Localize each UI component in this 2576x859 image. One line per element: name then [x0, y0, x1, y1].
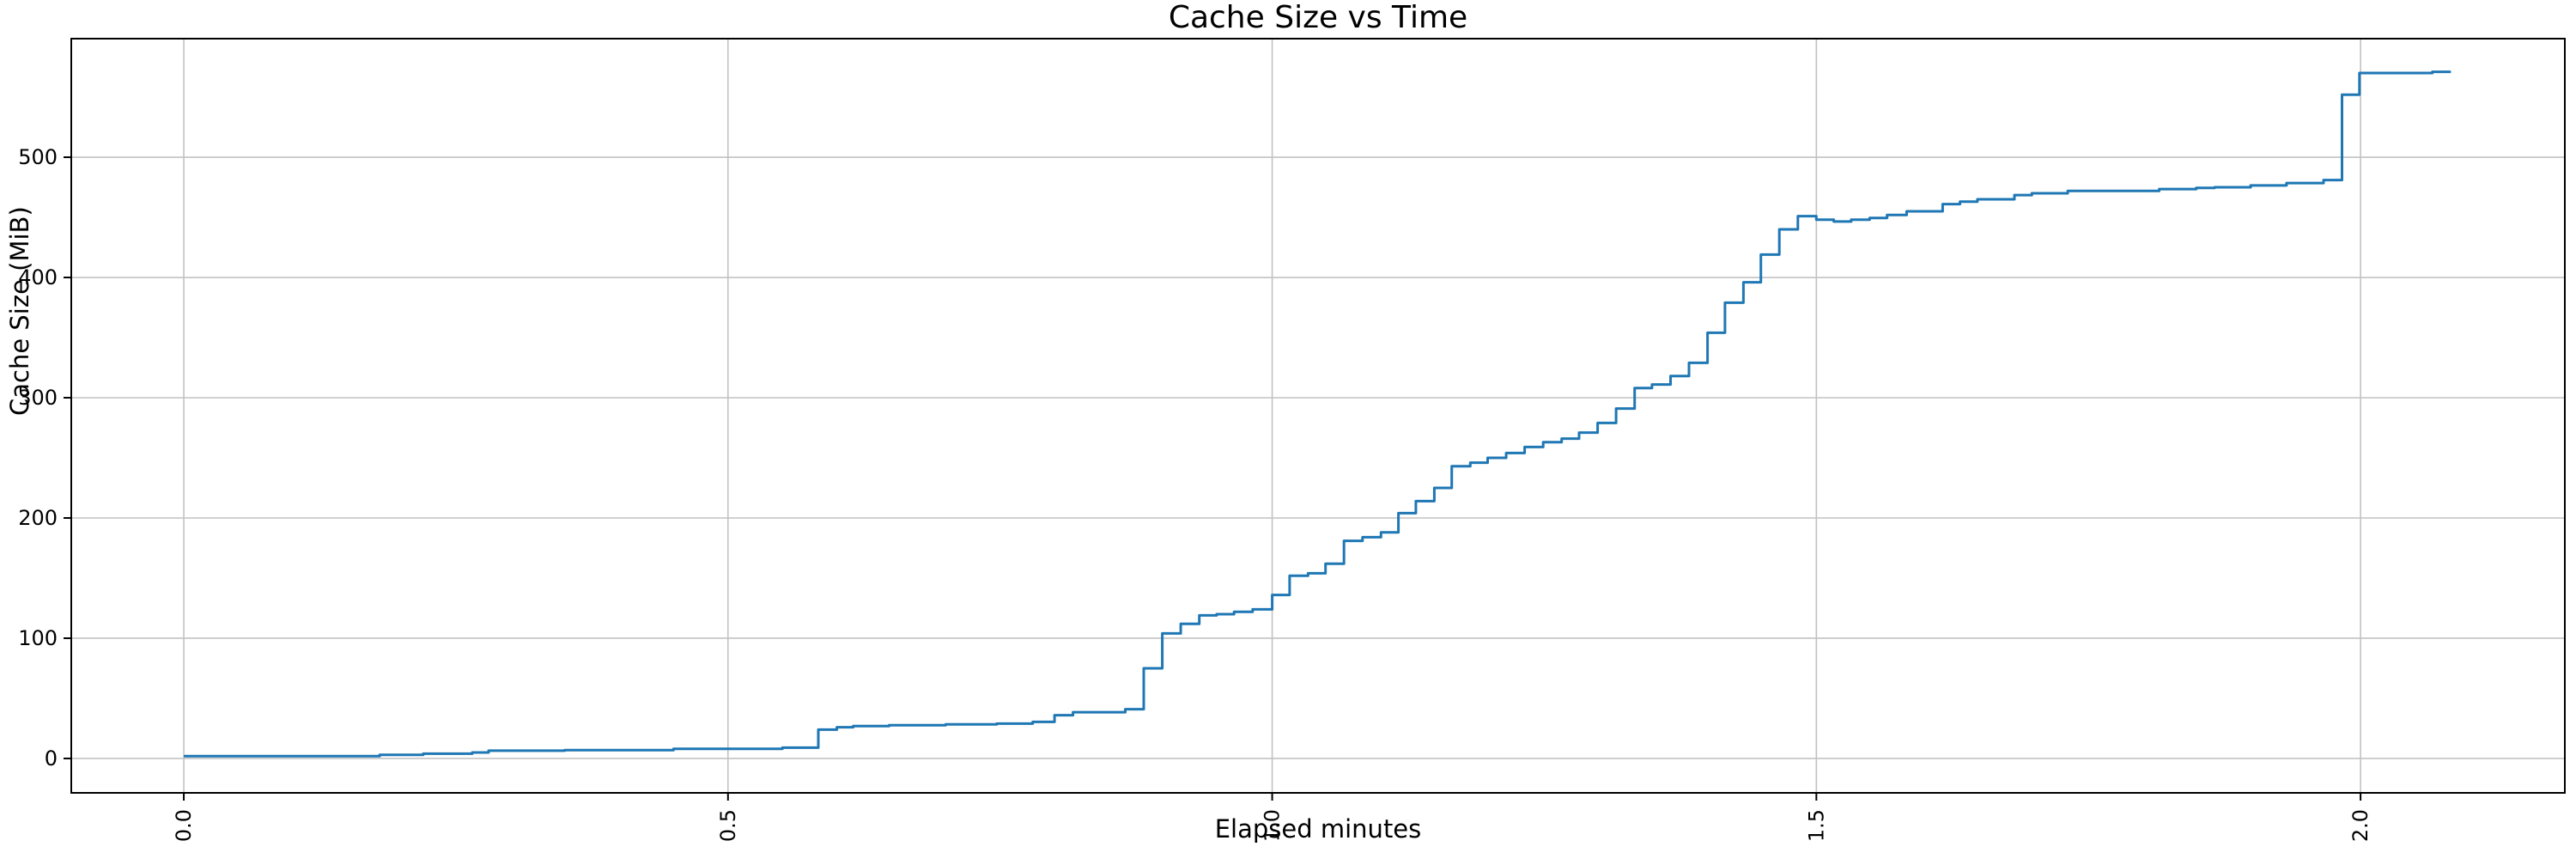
x-tick-label: 0.0	[172, 809, 196, 842]
y-tick-label: 300	[18, 386, 58, 410]
x-tick-label: 1.5	[1804, 809, 1828, 842]
y-tick-label: 200	[18, 506, 58, 530]
plot-border	[70, 38, 2566, 794]
y-tick-label: 100	[18, 626, 58, 650]
chart-title: Cache Size vs Time	[1168, 0, 1468, 35]
y-tick-label: 400	[18, 265, 58, 289]
x-tick-label: 2.0	[2348, 809, 2372, 842]
y-tick-label: 0	[45, 746, 58, 771]
y-tick-label: 500	[18, 145, 58, 169]
cache-size-line	[184, 70, 2451, 758]
x-axis-label: Elapsed minutes	[1214, 814, 1422, 844]
x-tick-label: 1.0	[1261, 809, 1285, 842]
x-tick-label: 0.5	[716, 809, 740, 842]
